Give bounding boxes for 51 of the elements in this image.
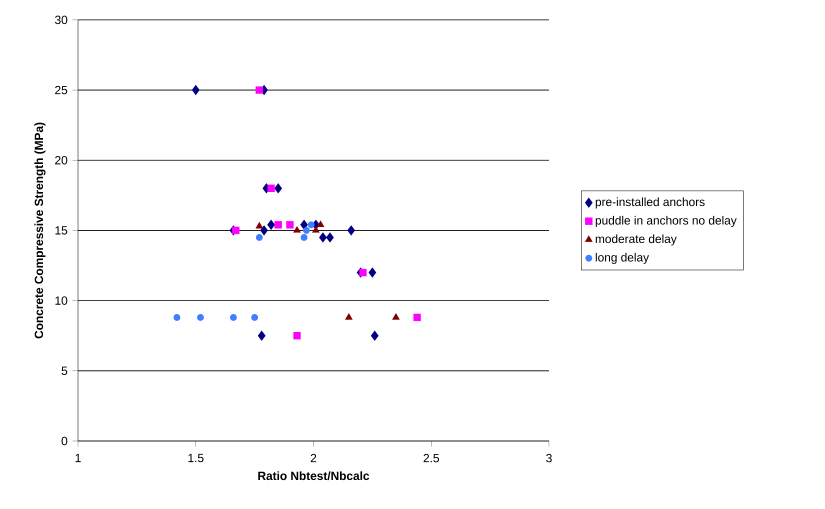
point	[260, 225, 268, 236]
point	[368, 268, 376, 278]
point	[312, 226, 320, 233]
point	[345, 313, 353, 320]
point	[258, 330, 266, 341]
y-tick-label: 25	[55, 86, 68, 94]
point	[300, 234, 308, 241]
x-tick-label: 1.5	[188, 454, 204, 462]
point	[251, 314, 258, 321]
point	[230, 314, 237, 321]
point	[319, 232, 327, 243]
point	[286, 221, 294, 229]
y-tick-label: 20	[55, 156, 68, 165]
point	[256, 222, 264, 229]
point	[413, 314, 421, 322]
point	[347, 225, 356, 236]
point	[370, 330, 379, 341]
y-tick-label: 0	[62, 436, 68, 446]
point	[316, 220, 324, 228]
point	[197, 314, 204, 321]
x-tick-label: 1	[76, 454, 81, 462]
point	[293, 226, 301, 233]
point	[274, 221, 282, 229]
x-tick-label: 2	[310, 454, 316, 462]
point	[293, 332, 301, 340]
legend-label: moderate delay	[596, 234, 677, 246]
point	[392, 313, 400, 320]
y-tick-label: 5	[62, 366, 68, 376]
point	[300, 220, 308, 230]
point	[267, 220, 275, 230]
point	[173, 314, 180, 321]
point	[192, 85, 200, 96]
point	[267, 184, 275, 192]
y-tick-label: 30	[54, 16, 68, 24]
point	[326, 232, 334, 243]
y-tick-label: 15	[55, 226, 68, 235]
legend-label: puddle in anchors no delay	[596, 216, 737, 228]
point	[274, 183, 282, 194]
legend-label: pre-installed anchors	[596, 197, 705, 209]
point	[308, 221, 315, 228]
point	[303, 227, 310, 234]
x-tick-label: 3	[546, 454, 552, 462]
point	[359, 268, 367, 276]
point	[232, 226, 240, 234]
point	[256, 234, 263, 241]
y-axis-title: Concrete Compressive Strength (MPa)	[34, 122, 46, 338]
x-axis-title: Ratio Nbtest/Nbcalc	[258, 471, 370, 480]
legend-label: long delay	[596, 252, 650, 264]
y-tick-label: 10	[55, 296, 68, 305]
point	[256, 86, 264, 94]
x-tick-label: 2.5	[424, 454, 439, 462]
